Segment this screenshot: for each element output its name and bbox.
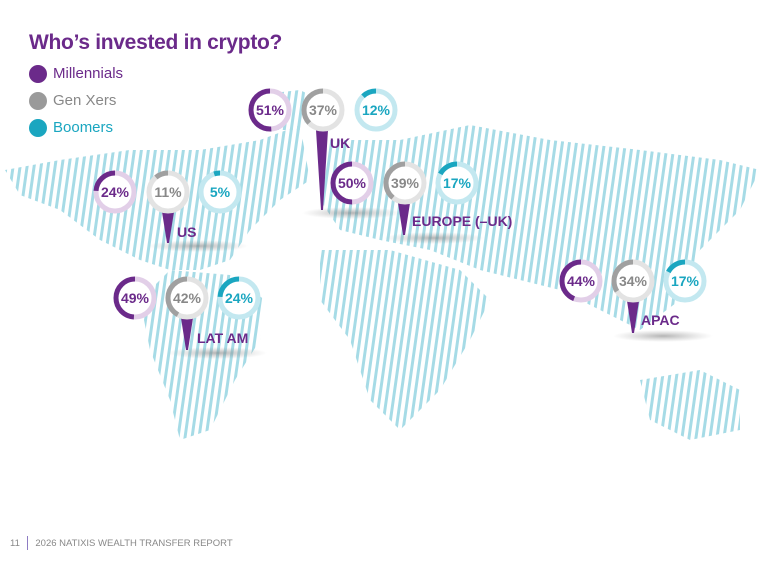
donut-arc bbox=[248, 88, 292, 132]
donut-boomers: 17% bbox=[663, 259, 707, 303]
donut-millennials: 51% bbox=[248, 88, 292, 132]
donut-value: 17% bbox=[671, 273, 700, 289]
location-pin bbox=[162, 212, 174, 243]
location-pin bbox=[627, 301, 639, 333]
donut-arc bbox=[217, 276, 261, 320]
donut-background bbox=[355, 89, 397, 131]
donut-background bbox=[114, 277, 156, 319]
africa bbox=[320, 250, 490, 430]
location-pin bbox=[181, 318, 193, 350]
donut-background bbox=[384, 162, 426, 204]
donut-millennials: 49% bbox=[113, 276, 157, 320]
donut-background bbox=[218, 277, 260, 319]
location-pin bbox=[316, 130, 328, 210]
donut-background bbox=[302, 89, 344, 131]
donut-arc bbox=[611, 259, 655, 303]
footer-divider bbox=[26, 536, 29, 550]
donut-value: 42% bbox=[173, 290, 202, 306]
donut-background bbox=[436, 162, 478, 204]
donut-gen-xers: 39% bbox=[383, 161, 427, 205]
donut-value: 51% bbox=[256, 102, 285, 118]
donut-arc bbox=[435, 161, 479, 205]
donut-value: 11% bbox=[154, 184, 182, 200]
region-label-europe: EUROPE (–UK) bbox=[412, 213, 513, 229]
legend-item-gen-xers: Gen Xers bbox=[29, 87, 123, 114]
pin-shadow bbox=[613, 330, 713, 342]
donut-arc bbox=[354, 88, 398, 132]
donut-millennials: 50% bbox=[330, 161, 374, 205]
donut-value: 34% bbox=[619, 273, 648, 289]
donut-value: 39% bbox=[391, 175, 420, 191]
donut-boomers: 17% bbox=[435, 161, 479, 205]
donut-value: 37% bbox=[309, 102, 338, 118]
legend-label: Gen Xers bbox=[53, 92, 117, 109]
donut-value: 5% bbox=[210, 184, 231, 200]
donut-boomers: 24% bbox=[217, 276, 261, 320]
footer-text: 2026 NATIXIS WEALTH TRANSFER REPORT bbox=[35, 537, 233, 549]
donut-boomers: 12% bbox=[354, 88, 398, 132]
australia bbox=[640, 370, 740, 440]
region-label-uk: UK bbox=[330, 135, 351, 151]
donut-background bbox=[249, 89, 291, 131]
location-pin bbox=[398, 203, 410, 235]
donut-background bbox=[612, 260, 654, 302]
donut-gen-xers: 34% bbox=[611, 259, 655, 303]
donut-background bbox=[331, 162, 373, 204]
donut-millennials: 24% bbox=[93, 170, 137, 214]
donut-background bbox=[94, 171, 136, 213]
donut-value: 12% bbox=[362, 102, 391, 118]
donut-gen-xers: 37% bbox=[301, 88, 345, 132]
donut-millennials: 44% bbox=[559, 259, 603, 303]
donut-arc bbox=[146, 170, 190, 214]
legend-item-boomers: Boomers bbox=[29, 114, 123, 141]
donut-background bbox=[147, 171, 189, 213]
donut-background bbox=[166, 277, 208, 319]
donut-arc bbox=[93, 170, 137, 214]
pin-shadow bbox=[384, 232, 484, 244]
region-label-apac: APAC bbox=[641, 312, 680, 328]
legend-label: Millennials bbox=[53, 65, 124, 82]
pin-shadow bbox=[148, 240, 248, 252]
donut-arc bbox=[165, 276, 209, 320]
donut-arc bbox=[383, 161, 427, 205]
boomers-swatch bbox=[29, 118, 47, 137]
footer: 11 2026 NATIXIS WEALTH TRANSFER REPORT bbox=[10, 536, 233, 550]
donut-arc bbox=[113, 276, 157, 320]
legend: Millennials Gen Xers Boomers bbox=[29, 60, 123, 141]
pin-shadow bbox=[302, 207, 402, 219]
donut-background bbox=[560, 260, 602, 302]
donut-value: 17% bbox=[443, 175, 472, 191]
region-label-latam: LAT AM bbox=[197, 330, 249, 346]
donut-gen-xers: 42% bbox=[165, 276, 209, 320]
region-label-us: US bbox=[177, 224, 197, 240]
legend-item-millennials: Millennials bbox=[29, 60, 123, 87]
donut-value: 49% bbox=[121, 290, 150, 306]
donut-gen-xers: 11% bbox=[146, 170, 190, 214]
pin-shadow bbox=[167, 347, 267, 359]
gen-xers-swatch bbox=[29, 91, 47, 110]
donut-arc bbox=[559, 259, 603, 303]
donut-value: 50% bbox=[338, 175, 367, 191]
donut-arc bbox=[301, 88, 345, 132]
donut-arc bbox=[330, 161, 374, 205]
donut-background bbox=[664, 260, 706, 302]
millennials-swatch bbox=[29, 64, 47, 83]
page-number: 11 bbox=[10, 537, 20, 549]
legend-label: Boomers bbox=[53, 119, 114, 136]
donut-arc bbox=[198, 170, 242, 214]
donut-boomers: 5% bbox=[198, 170, 242, 214]
donut-arc bbox=[663, 259, 707, 303]
donut-value: 24% bbox=[225, 290, 254, 306]
page-title: Who’s invested in crypto? bbox=[29, 31, 283, 54]
donut-value: 24% bbox=[101, 184, 130, 200]
donut-background bbox=[199, 171, 241, 213]
donut-value: 44% bbox=[567, 273, 596, 289]
